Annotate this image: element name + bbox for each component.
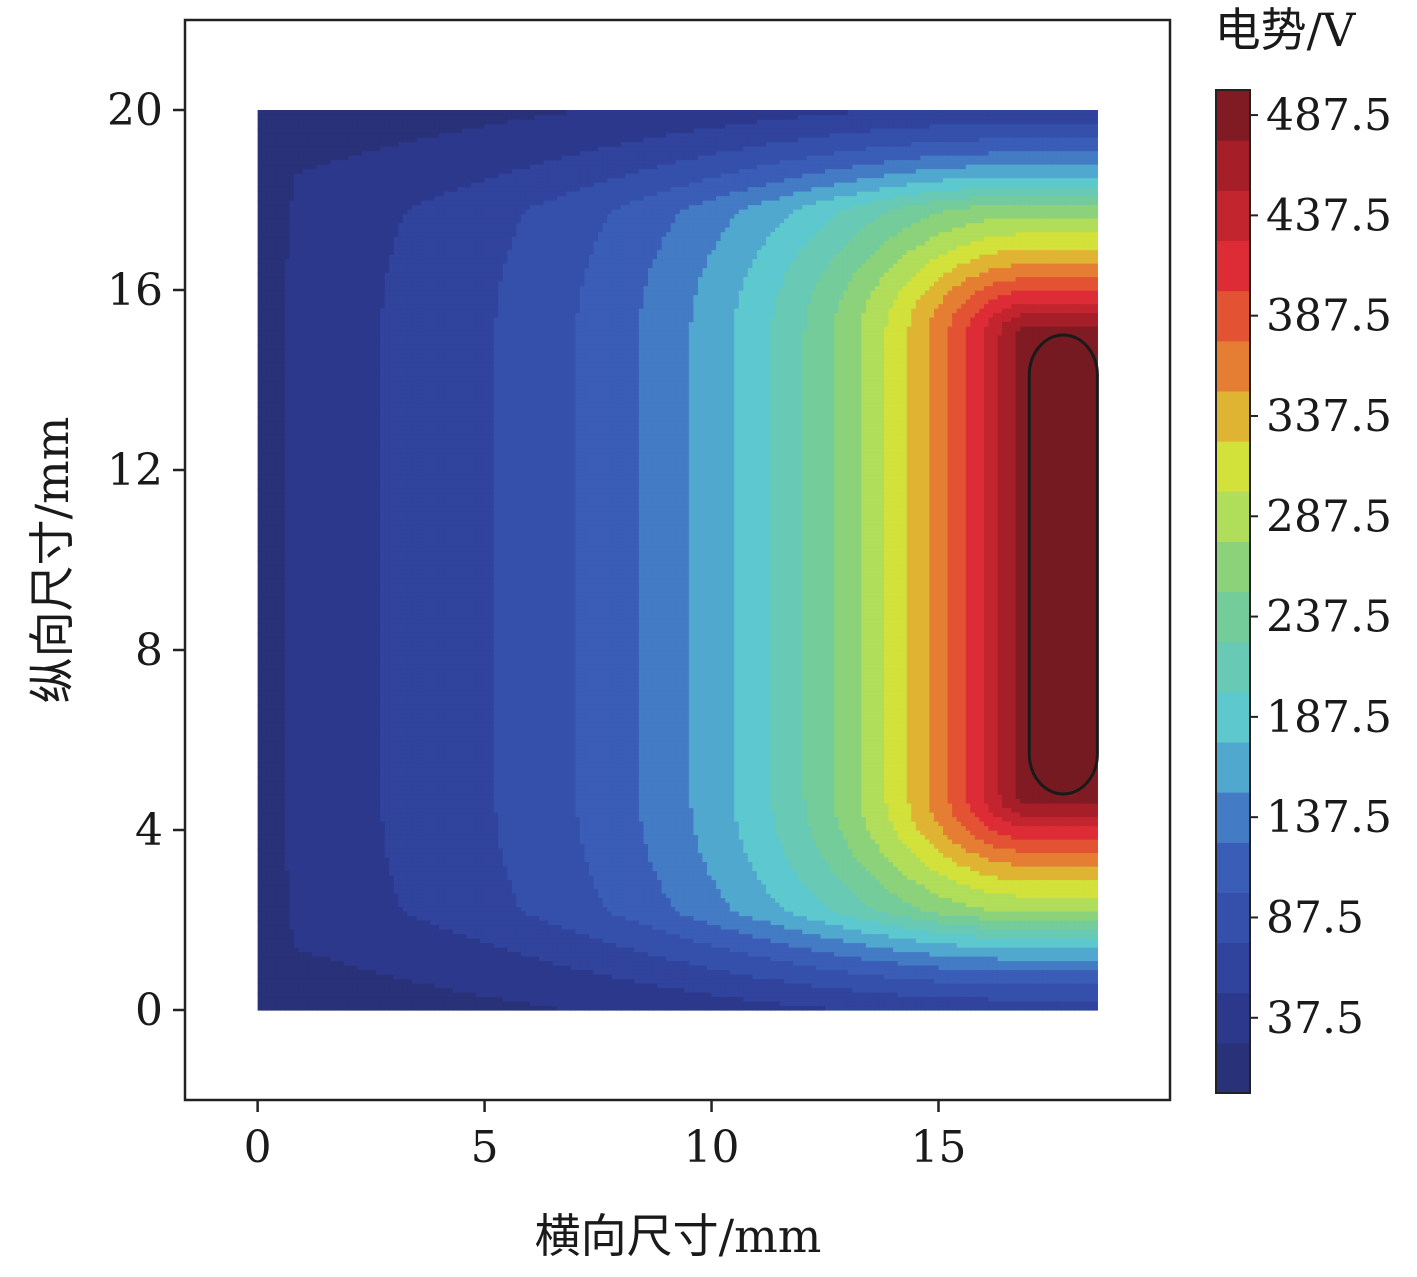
colorbar-swatch (1216, 742, 1250, 793)
y-tick-label: 4 (135, 805, 163, 856)
colorbar: 37.5 87.5 137.5 187.5 237.5 287.5 337.5 387.5 43… (1216, 90, 1392, 1094)
y-tick-label: 12 (107, 445, 163, 496)
y-tick-label: 8 (135, 625, 163, 676)
x-tick-label: 10 (684, 1122, 740, 1173)
colorbar-swatch (1216, 792, 1250, 843)
y-tick-label: 0 (135, 985, 163, 1036)
colorbar-swatch (1216, 291, 1250, 342)
electrode (1029, 335, 1097, 794)
colorbar-swatch (1216, 240, 1250, 291)
x-tick-label: 0 (244, 1122, 272, 1173)
colorbar-tick-label: 187.5 (1266, 692, 1392, 743)
colorbar-swatch (1216, 90, 1250, 141)
contour-fill (258, 110, 1098, 1011)
colorbar-tick-label: 137.5 (1266, 792, 1392, 843)
colorbar-swatch (1216, 491, 1250, 542)
colorbar-swatch (1216, 1043, 1250, 1094)
colorbar-tick-label: 487.5 (1266, 90, 1392, 141)
colorbar-tick-label: 437.5 (1266, 190, 1392, 241)
colorbar-swatch (1216, 140, 1250, 191)
y-tick-label: 20 (107, 85, 163, 136)
x-axis-label: 横向尺寸/mm (535, 1209, 822, 1263)
electrode-region (1029, 335, 1097, 794)
colorbar-swatch (1216, 943, 1250, 994)
colorbar-title: 电势/V (1215, 3, 1356, 57)
colorbar-swatch (1216, 993, 1250, 1044)
colorbar-tick-label: 337.5 (1266, 391, 1392, 442)
colorbar-swatch (1216, 341, 1250, 392)
y-axis-label: 纵向尺寸/mm (25, 417, 79, 704)
colorbar-swatch (1216, 391, 1250, 442)
x-tick-label: 15 (911, 1122, 967, 1173)
colorbar-swatch (1216, 892, 1250, 943)
colorbar-swatch (1216, 541, 1250, 592)
colorbar-swatch (1216, 592, 1250, 643)
colorbar-tick-label: 387.5 (1266, 291, 1392, 342)
colorbar-swatch (1216, 842, 1250, 893)
x-tick-label: 5 (471, 1122, 499, 1173)
colorbar-swatch (1216, 190, 1250, 241)
colorbar-tick-label: 87.5 (1266, 892, 1364, 943)
colorbar-swatch (1216, 642, 1250, 693)
y-tick-label: 16 (107, 265, 163, 316)
colorbar-tick-label: 237.5 (1266, 592, 1392, 643)
colorbar-tick-label: 287.5 (1266, 491, 1392, 542)
colorbar-swatch (1216, 692, 1250, 743)
colorbar-tick-label: 37.5 (1266, 993, 1364, 1044)
colorbar-swatch (1216, 441, 1250, 492)
